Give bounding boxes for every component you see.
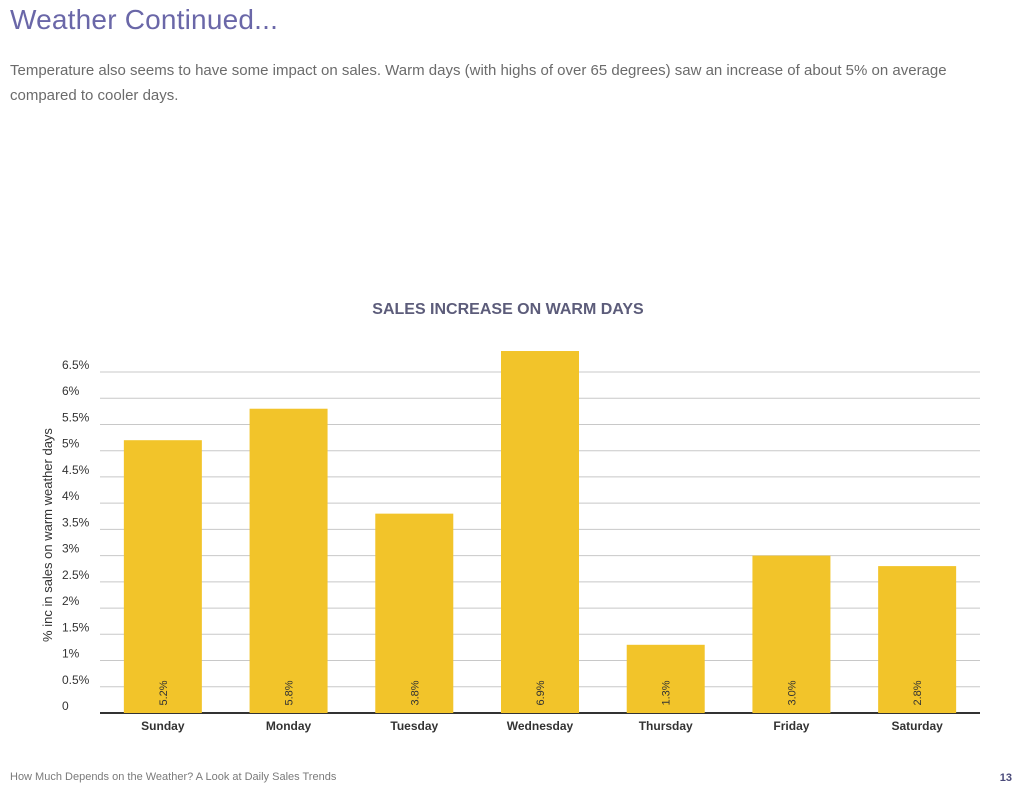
y-tick-label: 2.5% (62, 568, 90, 582)
data-label: 5.2% (158, 680, 170, 705)
x-tick-label: Friday (773, 719, 809, 733)
bar-tuesday (375, 513, 454, 713)
data-label: 2.8% (912, 680, 924, 705)
intro-paragraph: Temperature also seems to have some impa… (10, 62, 947, 104)
y-tick-label: 5.5% (62, 410, 90, 424)
y-tick-label: 4% (62, 489, 80, 503)
y-tick-label: 0 (62, 699, 69, 713)
x-tick-label: Saturday (891, 719, 943, 733)
y-tick-label: 2% (62, 594, 80, 608)
data-labels: 5.2% 5.8% 3.8% 6.9% 1.3% 3.0% 2.8% (158, 680, 924, 705)
y-tick-label: 1% (62, 647, 80, 661)
y-tick-labels: 0 0.5% 1% 1.5% 2% 2.5% 3% 3.5% 4% 4.5% 5% 5.5% 6% 6.5… (62, 358, 90, 713)
y-tick-label: 1.5% (62, 620, 90, 634)
bar-saturday (878, 566, 957, 713)
data-label: 5.8% (284, 680, 296, 705)
bar-thursday (626, 644, 705, 713)
page-number: 13 (999, 772, 1012, 784)
bar-friday (752, 555, 831, 713)
x-tick-label: Thursday (639, 719, 693, 733)
y-tick-label: 6% (62, 384, 80, 398)
data-label: 3.0% (786, 680, 798, 705)
bar-wednesday (501, 351, 579, 713)
y-tick-label: 4.5% (62, 463, 90, 477)
bar-sunday (123, 440, 202, 713)
footer-text: How Much Depends on the Weather? A Look … (10, 771, 337, 783)
x-tick-label: Monday (266, 719, 312, 733)
y-tick-label: 3% (62, 542, 80, 556)
page-title: Weather Continued... (10, 4, 279, 35)
x-tick-label: Sunday (141, 719, 185, 733)
x-tick-label: Wednesday (507, 719, 574, 733)
y-tick-label: 0.5% (62, 673, 90, 687)
data-label: 1.3% (661, 680, 673, 705)
y-tick-label: 6.5% (62, 358, 90, 372)
data-label: 3.8% (409, 680, 421, 705)
y-axis-label: % inc in sales on warm weather days (40, 428, 55, 642)
x-tick-labels: Sunday Monday Tuesday Wednesday Thursday Frid… (141, 719, 943, 733)
bars (123, 351, 957, 713)
bar-monday (249, 408, 328, 713)
data-label: 6.9% (535, 680, 547, 705)
y-tick-label: 5% (62, 437, 80, 451)
chart-title: SALES INCREASE ON WARM DAYS (372, 301, 644, 318)
x-tick-label: Tuesday (390, 719, 438, 733)
y-tick-label: 3.5% (62, 515, 90, 529)
